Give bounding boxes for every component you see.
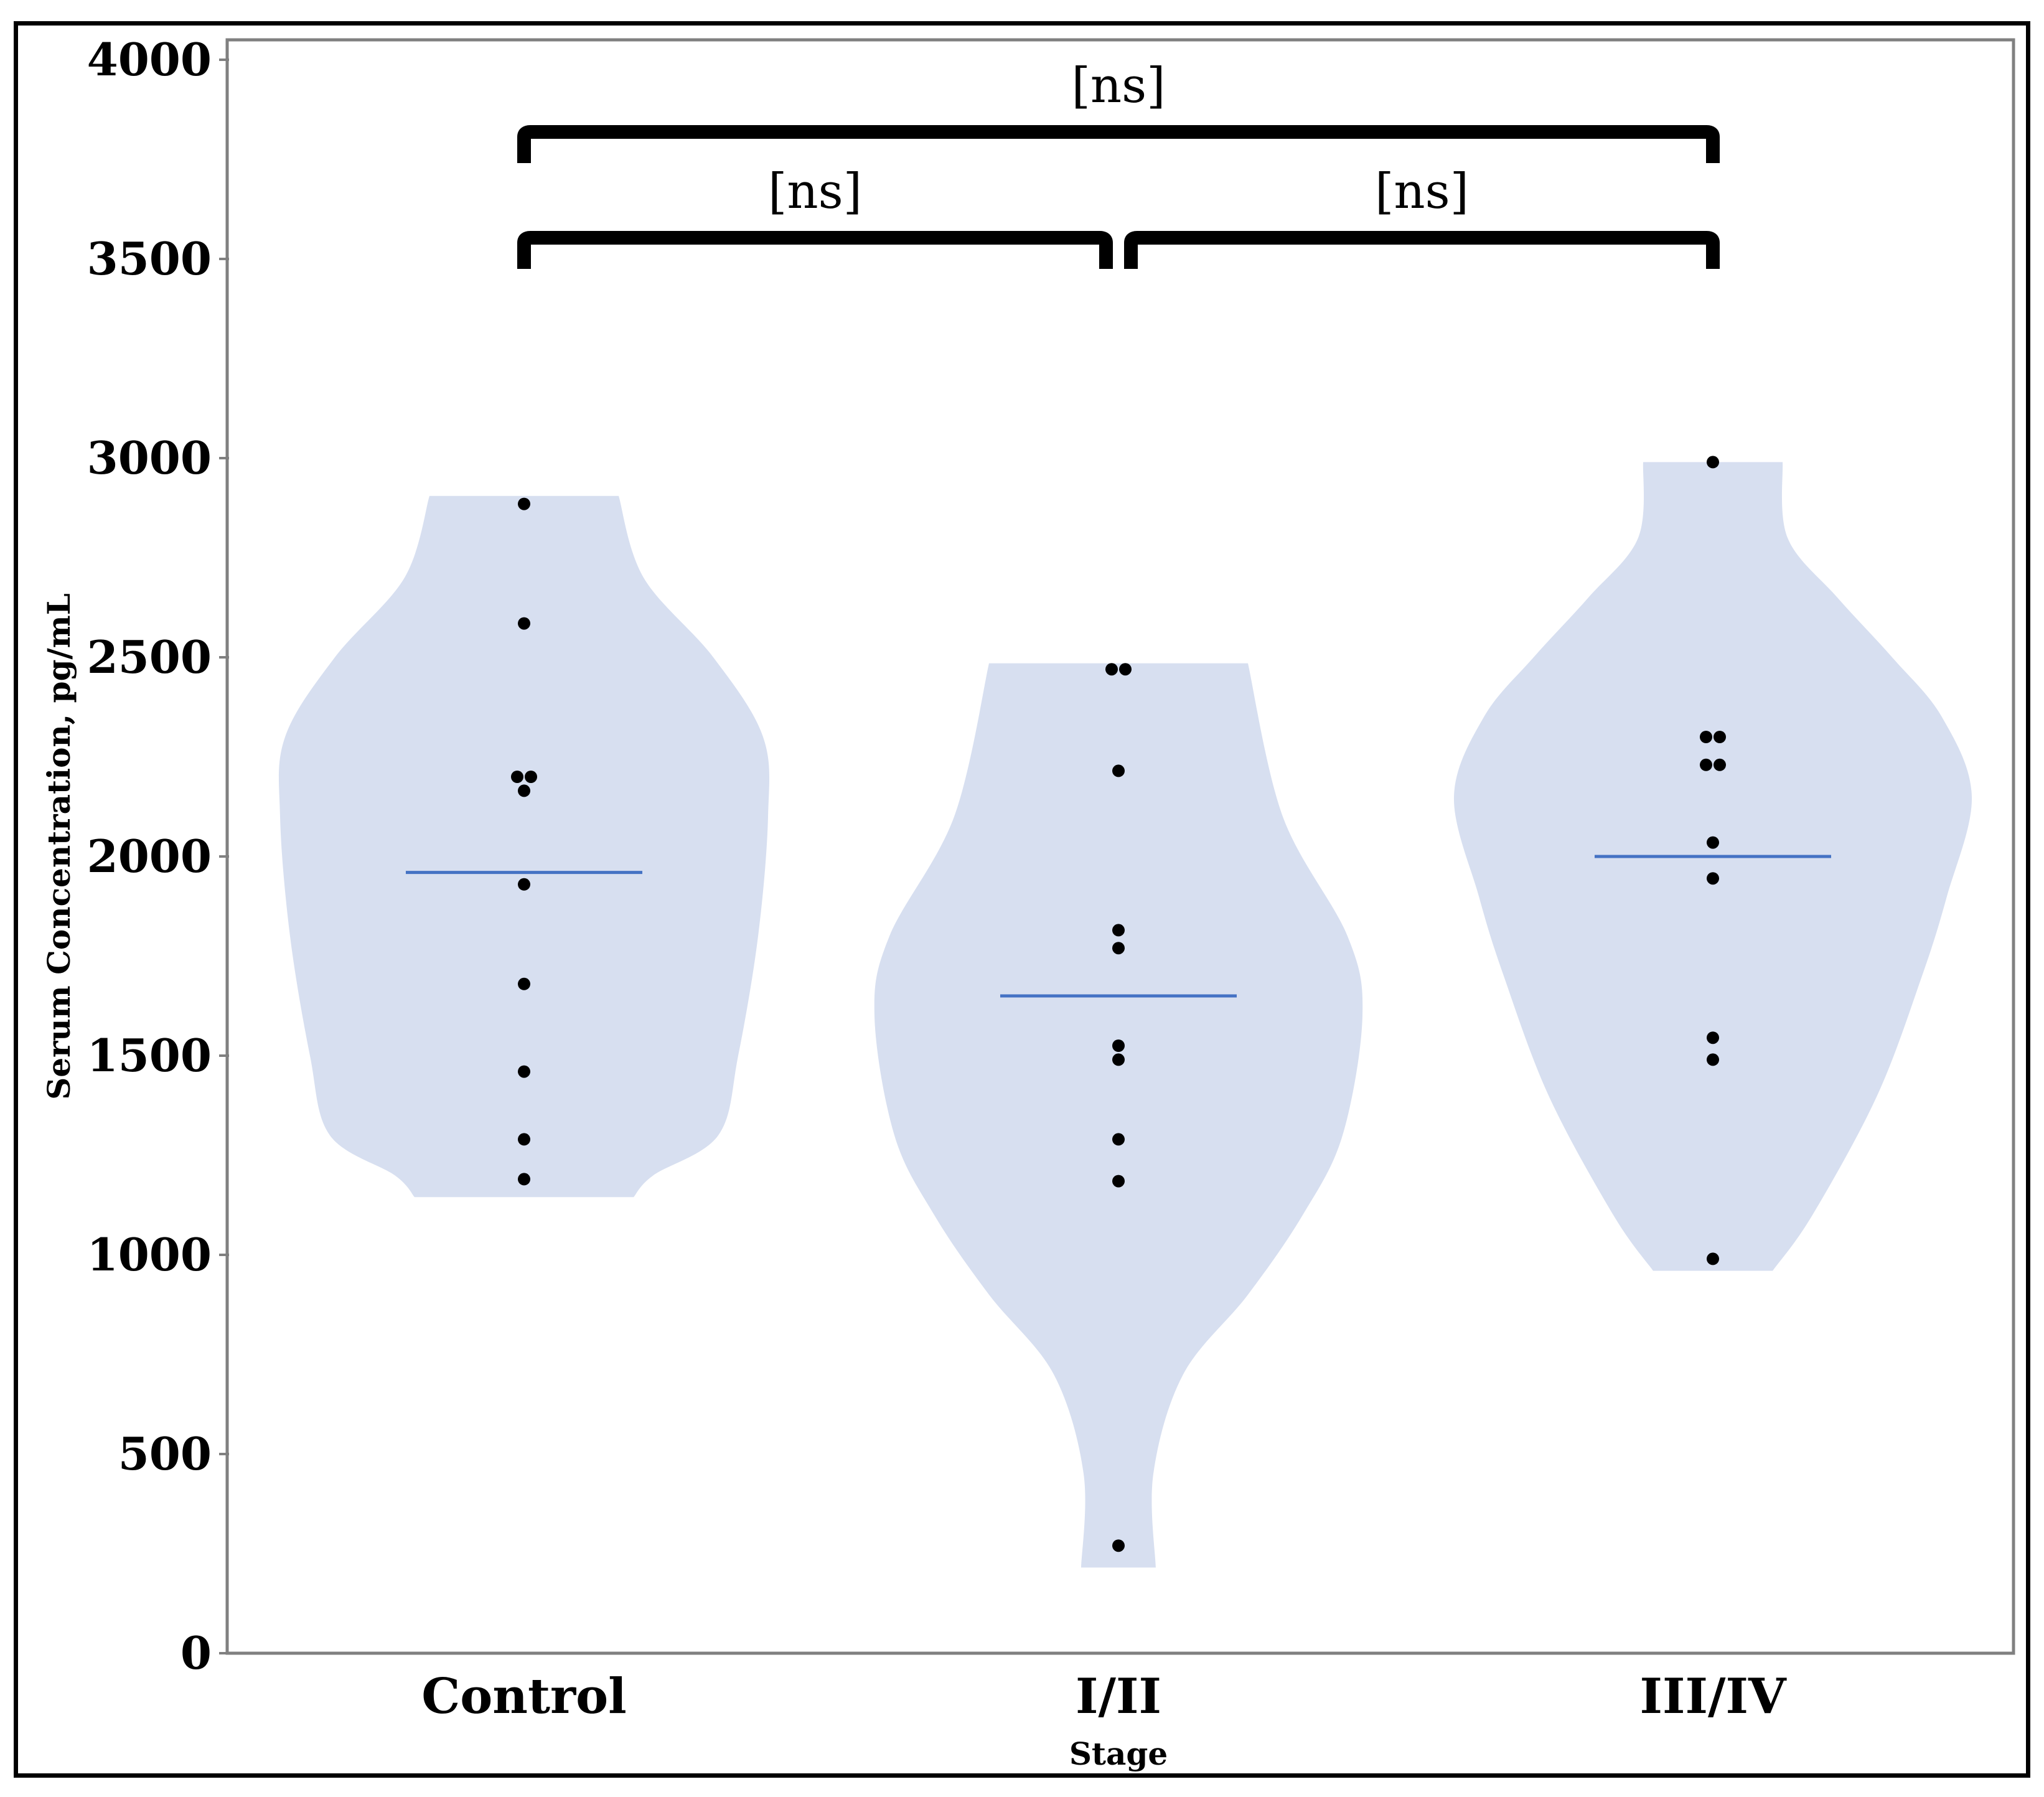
- y-tick-label-3500: 3500: [87, 232, 212, 285]
- data-point-1-8: [1112, 1175, 1125, 1188]
- data-point-0-0: [518, 497, 530, 510]
- x-axis-title: Stage: [1069, 1735, 1168, 1772]
- point-layer: [511, 456, 1726, 1552]
- y-tick-label-2500: 2500: [87, 631, 212, 683]
- significance-label-2: [ns]: [1375, 164, 1469, 220]
- data-point-1-4: [1112, 942, 1125, 955]
- data-point-2-1: [1700, 731, 1712, 743]
- y-tick-label-4000: 4000: [87, 33, 212, 86]
- data-point-1-1: [1119, 663, 1132, 676]
- data-point-2-7: [1707, 1031, 1719, 1044]
- data-point-1-0: [1105, 663, 1118, 676]
- data-point-0-4: [518, 784, 530, 797]
- significance-label-1: [ns]: [768, 164, 862, 220]
- data-point-2-0: [1707, 456, 1719, 469]
- significance-bracket-1: [517, 231, 1113, 269]
- data-point-1-9: [1112, 1539, 1125, 1552]
- data-point-0-8: [518, 1133, 530, 1146]
- x-tick-label-stage-1-2: I/II: [1076, 1668, 1161, 1725]
- data-point-0-3: [525, 771, 537, 783]
- data-point-2-5: [1707, 836, 1719, 849]
- data-point-1-6: [1112, 1053, 1125, 1066]
- data-point-0-2: [511, 771, 523, 783]
- y-tick-label-1500: 1500: [87, 1029, 212, 1082]
- y-axis: 0 500 1000 1500 2000 2500 3000 3500 4000: [87, 33, 229, 1679]
- violin-1: [874, 663, 1363, 1568]
- data-point-1-7: [1112, 1133, 1125, 1146]
- y-tick-label-2000: 2000: [87, 830, 212, 883]
- data-point-0-9: [518, 1173, 530, 1186]
- data-point-2-4: [1713, 758, 1726, 771]
- data-point-0-6: [518, 977, 530, 990]
- y-axis-title: Serum Concentration, pg/mL: [40, 593, 77, 1100]
- y-tick-label-0: 0: [180, 1626, 212, 1679]
- data-point-0-7: [518, 1065, 530, 1078]
- data-point-2-6: [1707, 872, 1719, 885]
- data-point-2-9: [1707, 1252, 1719, 1265]
- violin-layer: [278, 462, 1972, 1568]
- y-tick-label-1000: 1000: [87, 1228, 212, 1281]
- data-point-1-5: [1112, 1039, 1125, 1052]
- significance-bracket-0: [517, 125, 1720, 163]
- violin-0: [278, 495, 770, 1198]
- median-layer: [406, 855, 1831, 998]
- significance-bracket-2: [1124, 231, 1720, 269]
- data-point-1-3: [1112, 924, 1125, 937]
- x-tick-label-stage-3-4: III/IV: [1640, 1668, 1787, 1725]
- data-point-0-1: [518, 617, 530, 630]
- significance-brackets: [ns] [ns] [ns]: [517, 58, 1720, 269]
- x-tick-label-control: Control: [421, 1668, 627, 1725]
- significance-label-0: [ns]: [1071, 58, 1165, 114]
- y-tick-label-500: 500: [118, 1427, 212, 1480]
- violin-2: [1453, 462, 1972, 1271]
- data-point-1-2: [1112, 764, 1125, 777]
- data-point-2-3: [1700, 758, 1712, 771]
- y-tick-label-3000: 3000: [87, 431, 212, 484]
- plot-area-frame: [225, 38, 2015, 1655]
- data-point-0-5: [518, 878, 530, 891]
- data-point-2-8: [1707, 1053, 1719, 1066]
- data-point-2-2: [1713, 731, 1726, 743]
- x-axis: Control I/II III/IV Stage: [421, 1668, 1787, 1772]
